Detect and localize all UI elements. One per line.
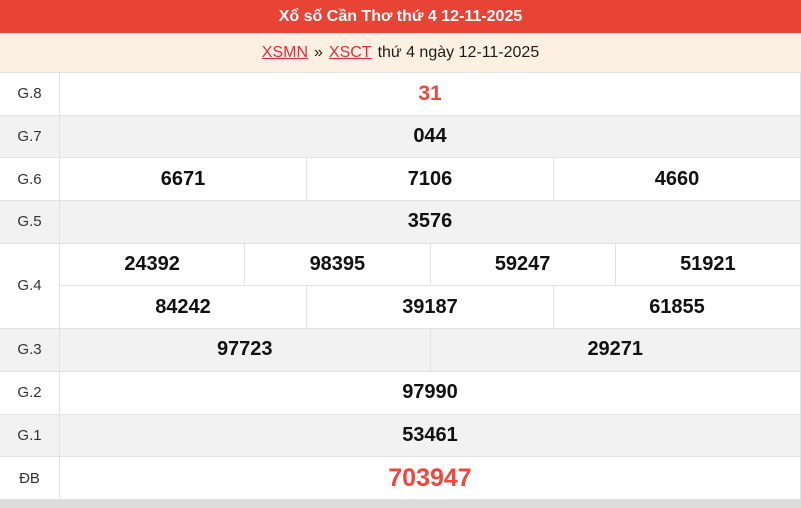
prize-cell: 59247 xyxy=(429,243,615,286)
prize-line: 044 xyxy=(60,116,800,158)
page-title-bar: Xổ số Cần Thơ thứ 4 12-11-2025 xyxy=(0,0,801,33)
bottom-divider xyxy=(0,499,801,508)
prize-number: 7106 xyxy=(407,167,453,190)
prize-cell: 31 xyxy=(60,73,800,115)
prize-row-content: 97723 29271 xyxy=(60,329,800,371)
prize-cell: 84242 xyxy=(60,286,306,328)
prize-cell: 29271 xyxy=(429,329,801,371)
prize-cell: 6671 xyxy=(60,158,306,200)
prize-row-g8: G.8 31 xyxy=(0,73,800,116)
prize-row-g5: G.5 3576 xyxy=(0,201,800,244)
prize-number: 61855 xyxy=(649,295,705,318)
page-title: Xổ số Cần Thơ thứ 4 12-11-2025 xyxy=(278,7,523,25)
prize-row-g6: G.6 6671 7106 4660 xyxy=(0,158,800,202)
breadcrumb-link-xsmn[interactable]: XSMN xyxy=(261,43,308,61)
prize-label-g8: G.8 xyxy=(0,73,60,115)
prize-number: 39187 xyxy=(402,295,458,318)
prize-number: 703947 xyxy=(388,463,472,492)
prize-label-g4: G.4 xyxy=(0,243,60,329)
results-table: G.8 31 G.7 044 G.6 6671 7106 4660 G.5 3576 G.4 2439… xyxy=(0,72,801,500)
prize-number: 044 xyxy=(413,125,447,148)
prize-line: 84242 39187 61855 xyxy=(60,285,800,329)
prize-line: 6671 7106 4660 xyxy=(60,158,800,201)
prize-number: 4660 xyxy=(654,167,700,190)
prize-line: 97990 xyxy=(60,372,800,414)
prize-row-content: 3576 xyxy=(60,201,800,243)
prize-cell: 24392 xyxy=(60,244,244,286)
prize-cell: 98395 xyxy=(244,243,429,286)
prize-line: 3576 xyxy=(60,201,800,243)
prize-row-content: 97990 xyxy=(60,372,800,414)
prize-row-g7: G.7 044 xyxy=(0,115,800,159)
prize-cell: 044 xyxy=(60,116,800,158)
prize-number: 6671 xyxy=(160,167,206,190)
prize-number: 31 xyxy=(418,81,442,105)
prize-row-g2: G.2 97990 xyxy=(0,371,800,415)
prize-line: 703947 xyxy=(60,457,800,499)
prize-cell: 703947 xyxy=(60,457,800,499)
breadcrumb: XSMN » XSCT thứ 4 ngày 12-11-2025 xyxy=(0,33,801,72)
breadcrumb-link-xsct[interactable]: XSCT xyxy=(328,43,372,61)
prize-row-content: 24392 98395 59247 51921 84242 39187 61855 xyxy=(60,243,800,329)
breadcrumb-suffix: thứ 4 ngày 12-11-2025 xyxy=(377,43,540,61)
prize-label-g6: G.6 xyxy=(0,158,60,201)
prize-cell: 51921 xyxy=(614,243,800,286)
prize-row-g4: G.4 24392 98395 59247 51921 84242 39187 61855 xyxy=(0,243,800,330)
prize-row-content: 703947 xyxy=(60,457,800,499)
prize-number: 24392 xyxy=(124,253,180,276)
prize-number: 3576 xyxy=(407,210,453,233)
prize-number: 59247 xyxy=(494,253,551,276)
prize-cell: 3576 xyxy=(60,201,800,243)
prize-number: 98395 xyxy=(309,253,366,276)
prize-row-content: 53461 xyxy=(60,415,800,457)
prize-number: 29271 xyxy=(587,338,644,361)
prize-row-db: ĐB 703947 xyxy=(0,457,800,500)
prize-number: 51921 xyxy=(680,253,736,276)
prize-label-g2: G.2 xyxy=(0,371,60,414)
prize-number: 97723 xyxy=(216,338,273,361)
prize-row-content: 6671 7106 4660 xyxy=(60,158,800,201)
prize-cell: 53461 xyxy=(60,415,800,457)
prize-cell: 97723 xyxy=(60,329,430,371)
prize-line: 97723 29271 xyxy=(60,329,800,371)
breadcrumb-separator: » xyxy=(314,43,323,61)
prize-number: 53461 xyxy=(402,423,458,446)
prize-row-g3: G.3 97723 29271 xyxy=(0,329,800,372)
prize-cell: 97990 xyxy=(60,372,800,414)
prize-label-g3: G.3 xyxy=(0,329,60,371)
prize-row-content: 044 xyxy=(60,116,800,158)
prize-line: 53461 xyxy=(60,415,800,457)
prize-row-g1: G.1 53461 xyxy=(0,414,800,458)
prize-label-g5: G.5 xyxy=(0,201,60,243)
prize-label-g1: G.1 xyxy=(0,414,60,457)
prize-line: 24392 98395 59247 51921 xyxy=(60,243,800,286)
prize-cell: 7106 xyxy=(306,158,553,201)
prize-row-content: 31 xyxy=(60,73,800,115)
prize-number: 84242 xyxy=(155,295,211,318)
prize-line: 31 xyxy=(60,73,800,115)
prize-label-db: ĐB xyxy=(0,457,60,499)
prize-number: 97990 xyxy=(402,381,458,404)
prize-cell: 4660 xyxy=(553,158,800,201)
prize-cell: 61855 xyxy=(553,286,800,329)
prize-cell: 39187 xyxy=(306,286,553,329)
prize-label-g7: G.7 xyxy=(0,115,60,158)
